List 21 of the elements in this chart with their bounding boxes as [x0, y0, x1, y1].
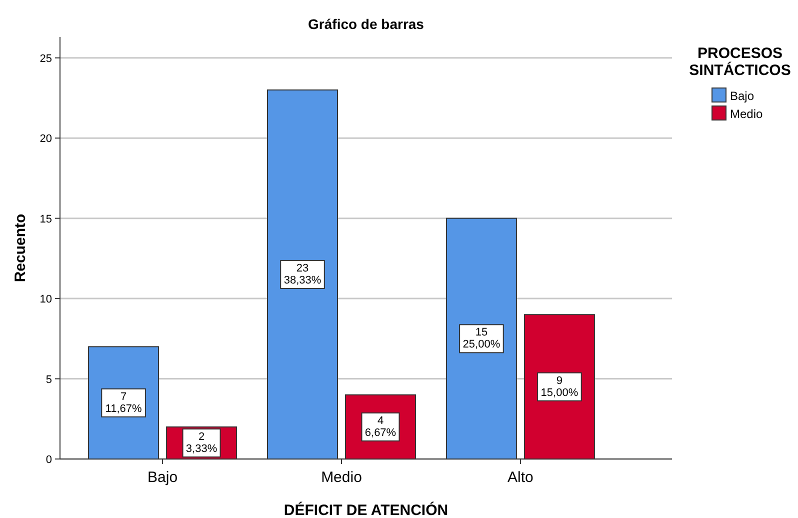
data-label: 23 38,33% [284, 262, 322, 286]
x-tick-label: Medio [321, 469, 362, 486]
data-label: 2 3,33% [186, 430, 218, 455]
y-tick-label: 15 [40, 213, 52, 226]
legend-label: Bajo [730, 89, 754, 103]
y-tick-label: 10 [40, 294, 52, 306]
y-axis-title: Recuento [12, 214, 29, 282]
x-tick-label: Bajo [148, 469, 178, 486]
data-label: 15 25,00% [462, 326, 500, 351]
y-tick-label: 20 [40, 133, 52, 146]
data-label: 9 15,00% [540, 374, 578, 399]
x-axis-title: DÉFICIT DE ATENCIÓN [284, 501, 448, 518]
y-tick-label: 25 [40, 52, 52, 65]
y-tick-label: 0 [46, 454, 52, 466]
legend-label: Medio [730, 107, 764, 121]
data-label: 7 11,67% [105, 390, 142, 415]
y-tick-label: 5 [46, 374, 52, 386]
data-label: 4 6,67% [364, 414, 396, 439]
x-tick-label: Alto [508, 469, 534, 486]
legend-title: PROCESOS SINTÁCTICOS [689, 45, 791, 79]
chart-title: Gráfico de barras [308, 16, 424, 32]
